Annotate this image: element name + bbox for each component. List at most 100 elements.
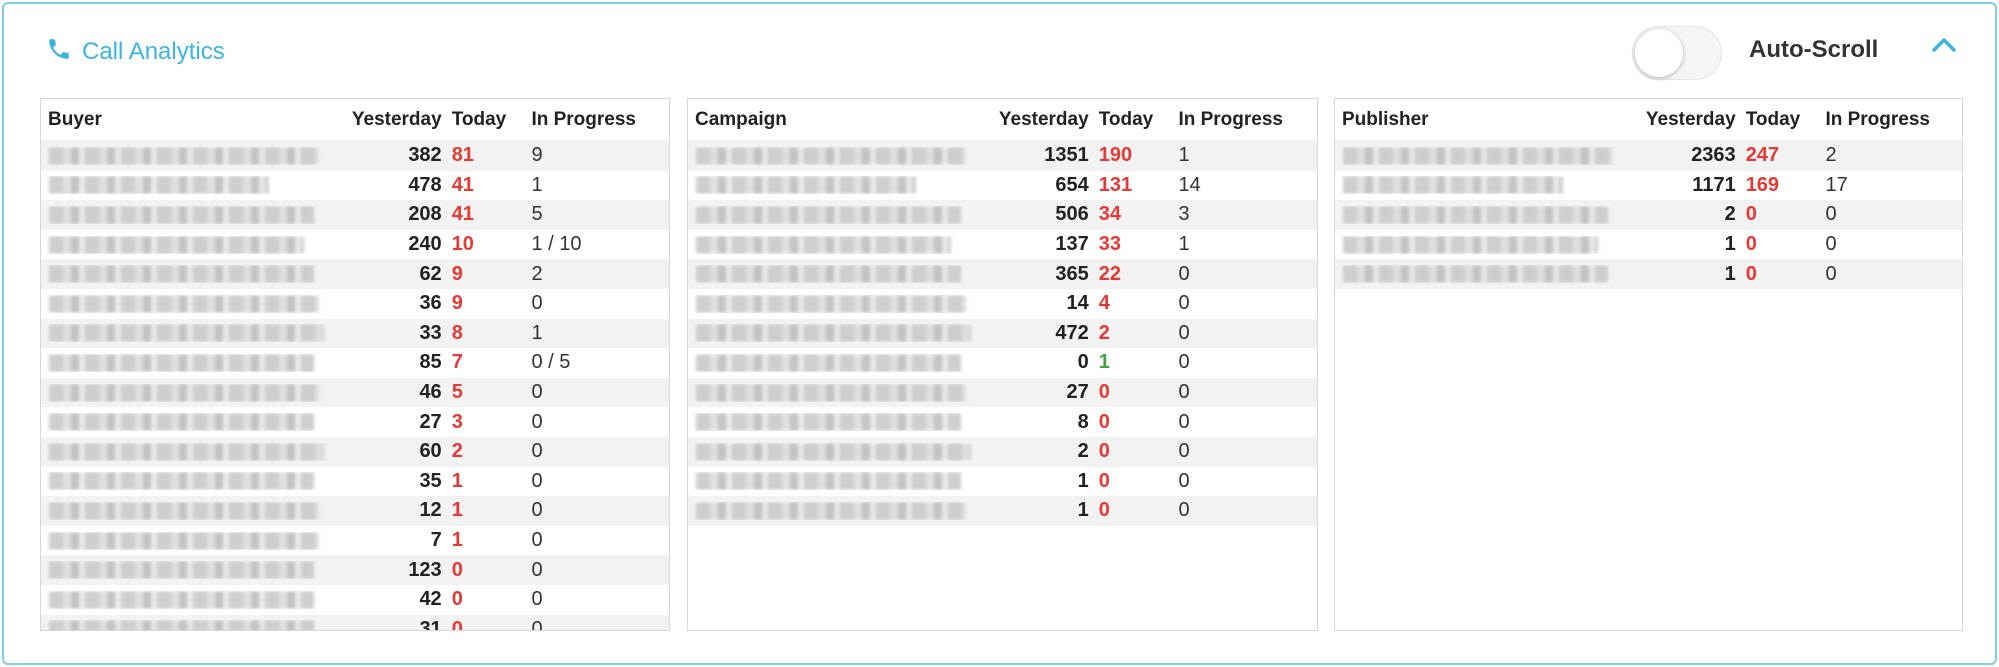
redacted-name [1335, 205, 1636, 224]
buyer-header-today[interactable]: Today [451, 108, 507, 130]
table-row[interactable]: 33 8 1 [41, 318, 669, 349]
table-row[interactable]: 1351 190 1 [688, 141, 1317, 171]
table-row[interactable]: 42 0 0 [41, 584, 669, 615]
redaction-blur [49, 442, 324, 461]
table-row[interactable]: 27 0 0 [688, 377, 1317, 408]
redacted-name [688, 383, 989, 402]
campaign-header-today[interactable]: Today [1098, 108, 1154, 130]
redaction-blur [696, 442, 971, 461]
buyer-header-name[interactable]: Buyer [48, 108, 102, 130]
today-value: 9 [451, 262, 463, 285]
table-row[interactable]: 35 1 0 [41, 466, 669, 497]
in-progress-value: 0 [531, 292, 543, 315]
in-progress-value: 0 [1178, 292, 1190, 315]
redacted-name [688, 294, 989, 313]
card-header: Call Analytics Auto-Scroll [4, 4, 1995, 94]
in-progress-value: 0 [531, 529, 543, 552]
redaction-blur [1343, 205, 1608, 224]
table-row[interactable]: 365 22 0 [688, 259, 1317, 289]
table-row[interactable]: 478 41 1 [41, 170, 669, 201]
table-row[interactable]: 62 9 2 [41, 259, 669, 289]
today-value: 81 [451, 144, 474, 167]
redaction-blur [49, 265, 314, 284]
redacted-name [41, 265, 342, 284]
publisher-header-today[interactable]: Today [1745, 108, 1801, 130]
table-row[interactable]: 506 34 3 [688, 200, 1317, 230]
table-row[interactable]: 654 131 14 [688, 170, 1317, 201]
table-row[interactable]: 60 2 0 [41, 436, 669, 467]
yesterday-value: 472 [1055, 321, 1089, 344]
table-row[interactable]: 208 41 5 [41, 200, 669, 230]
redacted-name [41, 620, 342, 630]
yesterday-value: 137 [1055, 233, 1089, 256]
redacted-name [1335, 235, 1636, 254]
redaction-blur [49, 531, 319, 550]
publisher-header-yesterday[interactable]: Yesterday [1645, 108, 1736, 130]
redacted-name [41, 413, 342, 432]
publisher-header-in-progress[interactable]: In Progress [1825, 108, 1930, 130]
in-progress-value: 0 [1178, 410, 1190, 433]
chevron-up-icon [1928, 38, 1960, 64]
table-row[interactable]: 1171 169 17 [1335, 170, 1962, 201]
table-row[interactable]: 12 1 0 [41, 496, 669, 526]
in-progress-value: 0 [1825, 203, 1837, 226]
table-row[interactable]: 14 4 0 [688, 288, 1317, 319]
redacted-name [688, 205, 989, 224]
redacted-name [41, 383, 342, 402]
table-row[interactable]: 46 5 0 [41, 377, 669, 408]
yesterday-value: 2363 [1691, 144, 1736, 167]
yesterday-value: 36 [419, 292, 442, 315]
redacted-name [688, 413, 989, 432]
yesterday-value: 382 [408, 144, 442, 167]
redaction-blur [49, 294, 319, 313]
today-value: 3 [451, 410, 463, 433]
today-value: 131 [1098, 173, 1133, 196]
redacted-name [41, 501, 342, 520]
collapse-button[interactable] [1928, 32, 1960, 60]
yesterday-value: 123 [408, 558, 442, 581]
redacted-name [41, 235, 342, 254]
redaction-blur [49, 353, 314, 372]
table-row[interactable]: 382 81 9 [41, 141, 669, 171]
campaign-header-name[interactable]: Campaign [695, 108, 787, 130]
table-row[interactable]: 240 10 1 / 10 [41, 229, 669, 260]
publisher-header-name[interactable]: Publisher [1342, 108, 1429, 130]
redaction-blur [1343, 146, 1613, 165]
autoscroll-toggle[interactable] [1632, 26, 1722, 80]
redacted-name [41, 442, 342, 461]
table-row[interactable]: 31 0 0 [41, 614, 669, 630]
today-value: 5 [451, 381, 463, 404]
in-progress-value: 14 [1178, 173, 1201, 196]
table-row[interactable]: 123 0 0 [41, 555, 669, 585]
table-row[interactable]: 137 33 1 [688, 229, 1317, 260]
today-value: 0 [1098, 381, 1110, 404]
table-row[interactable]: 85 7 0 / 5 [41, 348, 669, 378]
yesterday-value: 2 [1724, 203, 1736, 226]
redaction-blur [49, 413, 314, 432]
today-value: 41 [451, 203, 474, 226]
redaction-blur [696, 383, 966, 402]
table-row[interactable]: 36 9 0 [41, 288, 669, 319]
table-row[interactable]: 472 2 0 [688, 318, 1317, 349]
campaign-header-yesterday[interactable]: Yesterday [998, 108, 1089, 130]
yesterday-value: 1 [1724, 233, 1736, 256]
today-value: 169 [1745, 173, 1780, 196]
redacted-name [688, 501, 989, 520]
redacted-name [688, 176, 989, 195]
table-row[interactable]: 27 3 0 [41, 407, 669, 437]
table-row[interactable]: 2363 247 2 [1335, 141, 1962, 171]
redaction-blur [696, 501, 966, 520]
campaign-header-in-progress[interactable]: In Progress [1178, 108, 1283, 130]
today-value: 0 [1098, 440, 1110, 463]
buyer-header-in-progress[interactable]: In Progress [531, 108, 636, 130]
buyer-header-yesterday[interactable]: Yesterday [351, 108, 442, 130]
